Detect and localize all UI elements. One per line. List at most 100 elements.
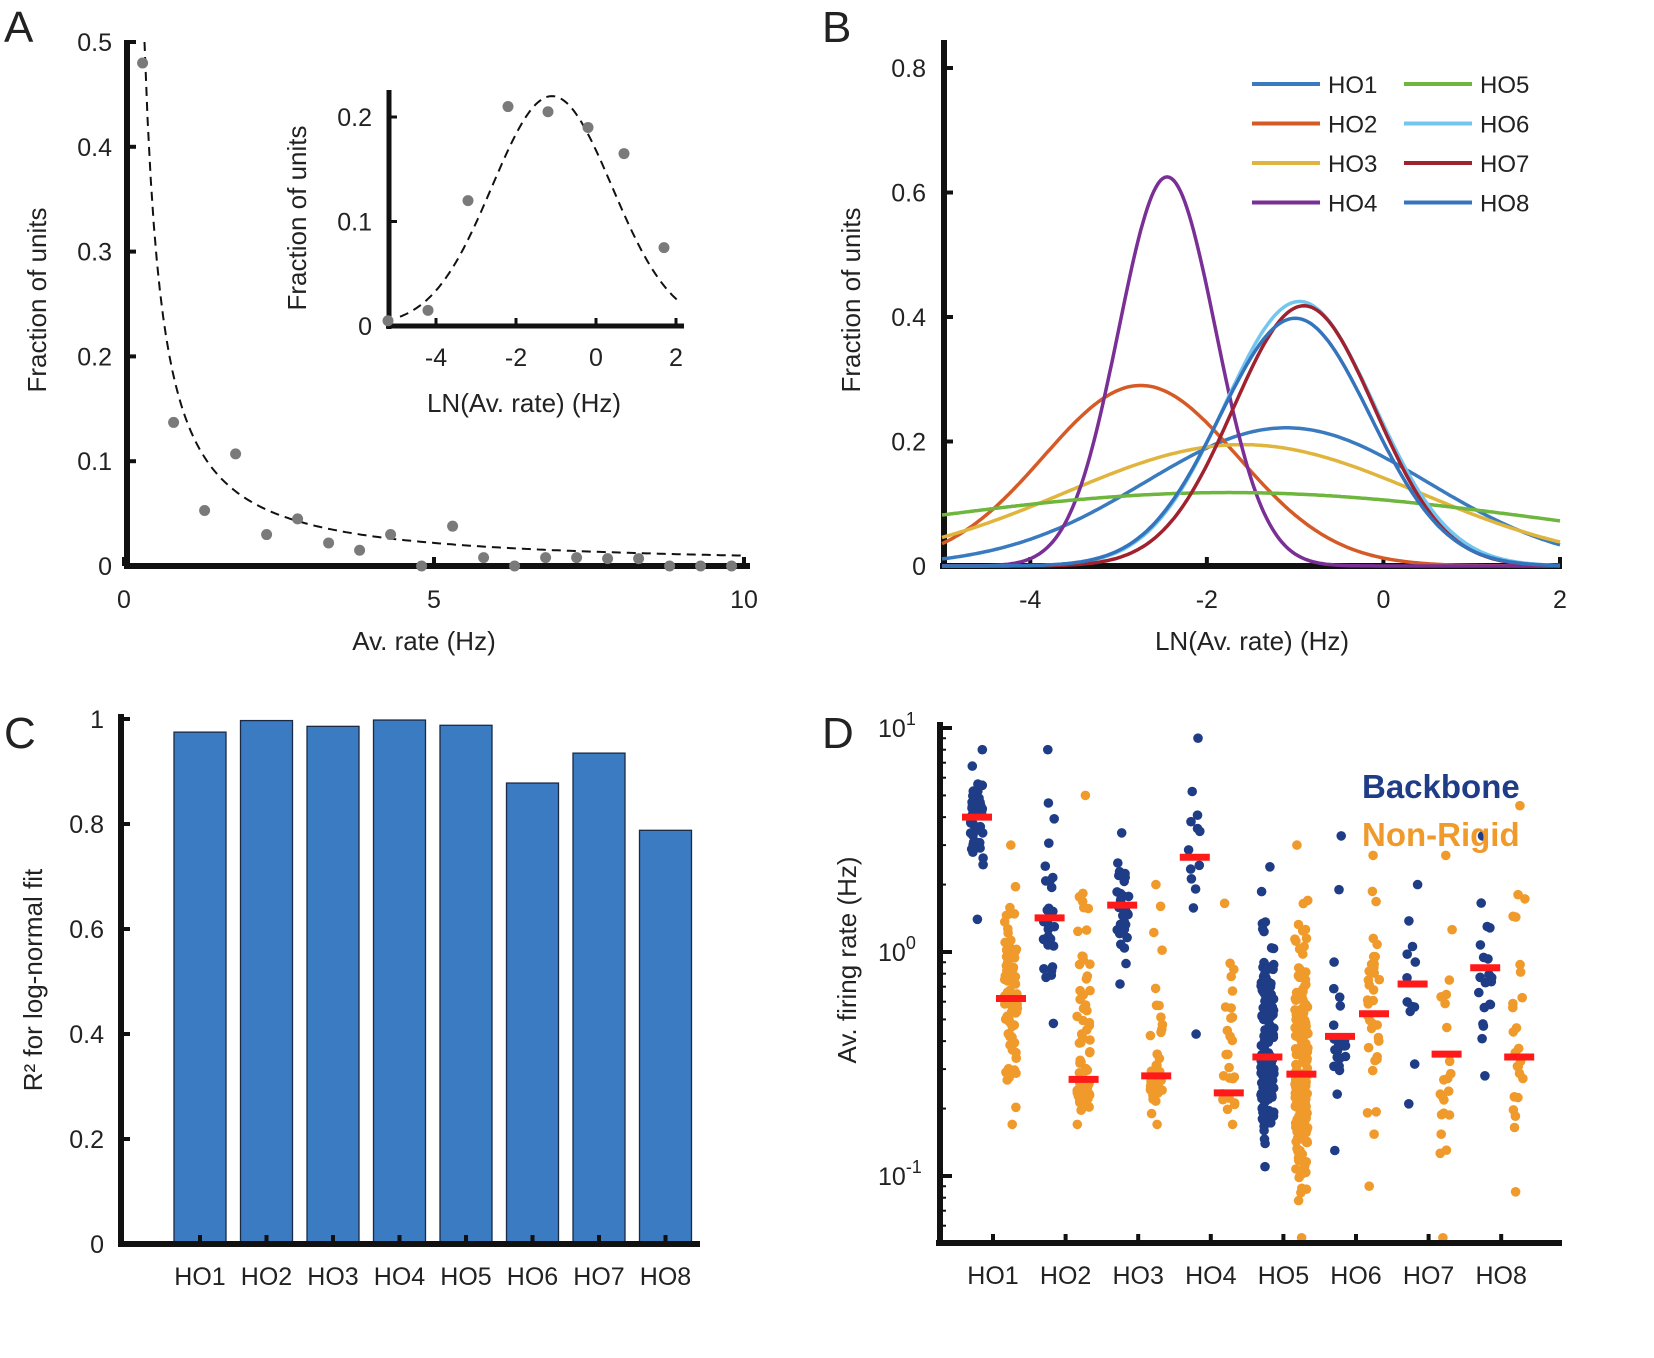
data-point: [633, 553, 645, 565]
point-backbone: [1477, 831, 1488, 841]
y-tick-label: 0.4: [891, 304, 926, 332]
point-backbone: [1183, 845, 1194, 855]
inset-y-tick-label: 0: [358, 313, 372, 341]
point-backbone: [977, 780, 987, 790]
point-nonrigid: [1228, 1073, 1238, 1084]
point-nonrigid: [1370, 1055, 1380, 1066]
x-tick-label: HO7: [573, 1263, 624, 1291]
panel-d: 101 100 10-1 HO1 HO2 HO3 HO4 HO5 HO6 HO7 HO8 Av. fi…: [832, 709, 1562, 1290]
point-nonrigid: [1513, 1043, 1524, 1054]
point-nonrigid: [1513, 889, 1523, 900]
point-nonrigid: [1364, 1015, 1375, 1026]
point-backbone: [1049, 814, 1059, 824]
point-nonrigid: [1362, 1108, 1373, 1118]
y-tick-label: 101: [878, 709, 916, 743]
data-point: [726, 560, 738, 572]
point-backbone: [1257, 1114, 1268, 1124]
inset-y-axis-label: Fraction of units: [282, 126, 312, 311]
point-backbone: [1332, 1089, 1342, 1099]
point-backbone: [1115, 979, 1125, 989]
point-nonrigid: [1443, 1086, 1454, 1096]
point-nonrigid: [1075, 985, 1085, 996]
point-nonrigid: [1006, 935, 1016, 946]
point-backbone: [975, 797, 985, 808]
y-tick-label: 0: [90, 1231, 104, 1259]
point-nonrigid: [1298, 1115, 1309, 1125]
data-point: [664, 560, 676, 572]
point-nonrigid: [1005, 946, 1015, 956]
point-nonrigid: [1301, 1077, 1311, 1087]
point-nonrigid: [1444, 975, 1455, 985]
point-nonrigid: [1300, 975, 1311, 985]
point-backbone: [1260, 1161, 1270, 1172]
point-nonrigid: [1010, 979, 1021, 989]
point-backbone: [1120, 872, 1130, 883]
point-backbone: [1268, 964, 1278, 975]
inset-fit-curve: [399, 95, 679, 318]
point-nonrigid: [1296, 1042, 1306, 1052]
panel-b: 0 0.2 0.4 0.6 0.8 -4 -2 0 2 LN(Av. rate) (Hz) Frac…: [836, 40, 1567, 656]
legend-label-ho4: HO4: [1328, 191, 1377, 218]
point-nonrigid: [1075, 994, 1085, 1005]
point-nonrigid: [1076, 1037, 1086, 1048]
point-nonrigid: [1073, 926, 1083, 937]
data-point: [261, 529, 273, 541]
point-nonrigid: [1508, 911, 1518, 922]
data-point: [695, 560, 707, 572]
point-nonrigid: [1010, 972, 1021, 982]
y-tick-label: 0.4: [77, 134, 112, 162]
point-backbone: [1119, 916, 1129, 927]
inset-x-tick-label: -4: [425, 344, 447, 372]
point-backbone: [1040, 876, 1051, 886]
point-nonrigid: [1218, 1071, 1229, 1081]
point-nonrigid: [1369, 1129, 1379, 1139]
point-nonrigid: [1293, 1155, 1304, 1166]
point-backbone: [1259, 1069, 1270, 1080]
point-backbone: [1476, 898, 1486, 908]
y-tick-label: 0: [98, 553, 112, 581]
point-nonrigid: [1001, 1067, 1011, 1078]
point-nonrigid: [1006, 840, 1016, 850]
y-tick-label: 0: [912, 553, 926, 581]
point-backbone: [1261, 1009, 1272, 1019]
point-nonrigid: [1001, 910, 1012, 921]
point-backbone: [1048, 872, 1058, 883]
inset-data-point: [422, 304, 434, 316]
point-nonrigid: [1072, 1119, 1083, 1130]
inset-x-tick-label: -2: [505, 344, 527, 372]
point-backbone: [1332, 1045, 1343, 1056]
point-nonrigid: [1145, 1030, 1156, 1041]
point-nonrigid: [1290, 1079, 1300, 1090]
point-backbone: [1335, 1001, 1346, 1011]
point-nonrigid: [1225, 1031, 1235, 1042]
point-backbone: [965, 828, 976, 838]
point-nonrigid: [1300, 924, 1311, 935]
point-nonrigid: [1509, 1122, 1520, 1133]
data-point: [137, 57, 149, 69]
point-nonrigid: [1003, 957, 1013, 968]
point-backbone: [1404, 916, 1414, 926]
point-nonrigid: [1296, 1187, 1306, 1198]
point-nonrigid: [1374, 1036, 1384, 1046]
point-nonrigid: [1509, 1092, 1520, 1102]
point-backbone: [1264, 1022, 1274, 1032]
data-point: [509, 560, 521, 572]
point-nonrigid: [1369, 968, 1379, 978]
data-point: [416, 560, 428, 572]
point-nonrigid: [1515, 959, 1525, 970]
x-tick-label: 2: [1553, 586, 1567, 614]
point-nonrigid: [1442, 1022, 1452, 1033]
point-nonrigid: [1368, 951, 1379, 962]
point-backbone: [1330, 1145, 1340, 1156]
point-nonrigid: [1364, 1181, 1374, 1191]
point-backbone: [1261, 997, 1271, 1008]
point-nonrigid: [1290, 934, 1300, 944]
point-nonrigid: [1155, 901, 1166, 912]
point-backbone: [1328, 1020, 1339, 1030]
point-nonrigid: [1362, 995, 1373, 1005]
point-backbone: [1480, 1071, 1490, 1081]
y-tick-label: 0.1: [77, 448, 112, 476]
data-point: [447, 520, 459, 532]
point-backbone: [1409, 1002, 1420, 1012]
